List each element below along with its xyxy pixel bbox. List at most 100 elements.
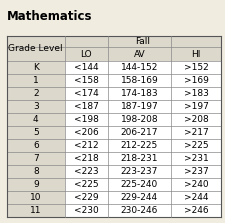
Bar xyxy=(107,126,170,139)
Bar xyxy=(64,165,107,178)
Bar xyxy=(7,204,64,217)
Text: 4: 4 xyxy=(33,115,38,124)
Bar xyxy=(107,87,170,100)
Bar xyxy=(7,165,64,178)
Text: HI: HI xyxy=(191,50,200,59)
Text: 6: 6 xyxy=(33,141,38,150)
Text: >231: >231 xyxy=(183,154,208,163)
Text: <223: <223 xyxy=(74,167,98,176)
Text: 5: 5 xyxy=(33,128,38,137)
Bar xyxy=(170,100,220,113)
Bar xyxy=(7,87,64,100)
Bar xyxy=(7,36,64,61)
Bar xyxy=(107,47,170,61)
Bar xyxy=(107,152,170,165)
Bar xyxy=(64,139,107,152)
Text: 11: 11 xyxy=(30,206,41,215)
Bar xyxy=(170,113,220,126)
Text: 8: 8 xyxy=(33,167,38,176)
Text: >244: >244 xyxy=(183,193,208,202)
Text: <187: <187 xyxy=(73,102,98,111)
Bar xyxy=(107,204,170,217)
Bar xyxy=(170,204,220,217)
Bar xyxy=(170,152,220,165)
Text: 158-169: 158-169 xyxy=(120,76,158,85)
Text: 212-225: 212-225 xyxy=(120,141,157,150)
Bar xyxy=(107,61,170,74)
Bar xyxy=(107,178,170,191)
Text: >152: >152 xyxy=(183,63,208,72)
Bar xyxy=(7,74,64,87)
Bar xyxy=(64,178,107,191)
Text: <144: <144 xyxy=(74,63,98,72)
Bar xyxy=(170,191,220,204)
Text: <158: <158 xyxy=(73,76,98,85)
Text: 144-152: 144-152 xyxy=(120,63,157,72)
Bar xyxy=(64,152,107,165)
Text: 9: 9 xyxy=(33,180,38,189)
Bar xyxy=(107,100,170,113)
Bar xyxy=(107,74,170,87)
Bar xyxy=(170,178,220,191)
Text: >237: >237 xyxy=(183,167,208,176)
Text: 7: 7 xyxy=(33,154,38,163)
Text: >197: >197 xyxy=(183,102,208,111)
Bar xyxy=(64,74,107,87)
Text: 225-240: 225-240 xyxy=(120,180,157,189)
Bar xyxy=(64,47,107,61)
Text: <174: <174 xyxy=(74,89,98,98)
Text: 218-231: 218-231 xyxy=(120,154,158,163)
Bar xyxy=(7,152,64,165)
Text: 187-197: 187-197 xyxy=(120,102,158,111)
Text: <212: <212 xyxy=(74,141,98,150)
Bar xyxy=(170,139,220,152)
Text: 206-217: 206-217 xyxy=(120,128,158,137)
Text: 230-246: 230-246 xyxy=(120,206,157,215)
Text: >208: >208 xyxy=(183,115,208,124)
Bar xyxy=(64,204,107,217)
Bar xyxy=(107,165,170,178)
Text: Fall: Fall xyxy=(135,37,150,46)
Bar xyxy=(64,100,107,113)
Text: <225: <225 xyxy=(74,180,98,189)
Text: Mathematics: Mathematics xyxy=(7,10,92,23)
Text: <206: <206 xyxy=(74,128,98,137)
Bar xyxy=(7,113,64,126)
Text: AV: AV xyxy=(133,50,144,59)
Bar xyxy=(107,191,170,204)
Text: 10: 10 xyxy=(30,193,41,202)
Bar xyxy=(64,126,107,139)
Text: >183: >183 xyxy=(183,89,208,98)
Bar xyxy=(107,139,170,152)
Bar xyxy=(64,191,107,204)
Bar xyxy=(7,178,64,191)
Bar xyxy=(7,126,64,139)
Text: >169: >169 xyxy=(183,76,208,85)
Text: K: K xyxy=(33,63,38,72)
Bar xyxy=(170,87,220,100)
Bar xyxy=(7,100,64,113)
Bar xyxy=(64,36,220,47)
Text: <198: <198 xyxy=(73,115,98,124)
Bar xyxy=(64,113,107,126)
Bar xyxy=(7,61,64,74)
Text: <229: <229 xyxy=(74,193,98,202)
Text: Grade Level: Grade Level xyxy=(8,44,63,53)
Text: >240: >240 xyxy=(183,180,208,189)
Bar xyxy=(170,47,220,61)
Bar xyxy=(170,74,220,87)
Text: >246: >246 xyxy=(183,206,208,215)
Bar xyxy=(170,165,220,178)
Bar xyxy=(64,61,107,74)
Text: >225: >225 xyxy=(183,141,208,150)
Text: 229-244: 229-244 xyxy=(120,193,157,202)
Text: 1: 1 xyxy=(33,76,38,85)
Text: 174-183: 174-183 xyxy=(120,89,158,98)
Bar xyxy=(7,139,64,152)
Bar xyxy=(170,126,220,139)
Text: <218: <218 xyxy=(74,154,98,163)
Text: 2: 2 xyxy=(33,89,38,98)
Text: 223-237: 223-237 xyxy=(120,167,157,176)
Bar xyxy=(170,61,220,74)
Text: 198-208: 198-208 xyxy=(120,115,158,124)
